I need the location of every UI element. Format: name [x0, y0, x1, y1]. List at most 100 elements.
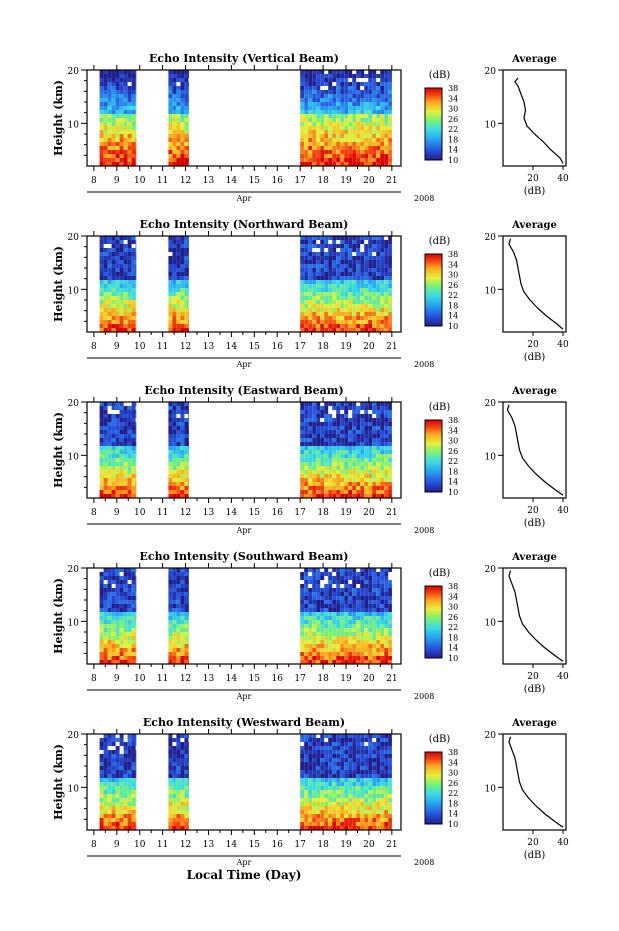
heatmap-cell: [384, 474, 389, 478]
heatmap-cell: [356, 798, 361, 802]
heatmap-cell: [184, 826, 189, 830]
x-tick-label: 9: [114, 342, 120, 352]
x-tick-label: 14: [226, 176, 238, 186]
heatmap-cell: [340, 106, 345, 110]
heatmap-cell: [368, 248, 373, 252]
heatmap-cell: [328, 798, 333, 802]
heatmap-cell: [340, 414, 345, 418]
colorbar-tick-label: 34: [448, 426, 458, 435]
heatmap-cell: [376, 292, 381, 296]
heatmap-cell: [135, 490, 137, 494]
heatmap-cell: [328, 312, 333, 316]
heatmap-cell: [348, 636, 353, 640]
heatmap-cell: [336, 600, 341, 604]
heatmap-cell: [184, 312, 189, 316]
heatmap-cell: [127, 620, 132, 624]
heatmap-cell: [119, 470, 124, 474]
heatmap-cell: [123, 280, 128, 284]
heatmap-cell: [172, 142, 177, 146]
heatmap-cell: [115, 612, 120, 616]
heatmap-cell: [348, 798, 353, 802]
heatmap-cell: [372, 284, 377, 288]
heatmap-cell: [131, 260, 136, 264]
heatmap-cell: [176, 826, 181, 830]
heatmap-cell: [172, 652, 177, 656]
heatmap-cell: [188, 94, 189, 98]
heatmap-cell: [372, 422, 377, 426]
heatmap-cell: [332, 612, 337, 616]
heatmap-cell: [332, 244, 337, 248]
heatmap-cell: [111, 754, 116, 758]
heatmap-cell: [184, 790, 189, 794]
heatmap-cell: [384, 466, 389, 470]
heatmap-cell: [356, 580, 361, 584]
heatmap-cell: [312, 252, 317, 256]
heatmap-cell: [316, 482, 321, 486]
heatmap-cell: [328, 304, 333, 308]
heatmap-cell: [103, 252, 108, 256]
heatmap-cell: [352, 624, 357, 628]
heatmap-cell: [103, 320, 108, 324]
heatmap-cell: [372, 146, 377, 150]
heatmap-cell: [123, 414, 128, 418]
heatmap-cell: [111, 328, 116, 332]
heatmap-cell: [368, 446, 373, 450]
heatmap-cell: [188, 316, 189, 320]
heatmap-cell: [364, 154, 369, 158]
heatmap-cell: [188, 272, 189, 276]
heatmap-cell: [344, 312, 349, 316]
heatmap-cell: [135, 272, 137, 276]
heatmap-cell: [336, 150, 341, 154]
heatmap-cell: [344, 644, 349, 648]
heatmap-cell: [304, 494, 309, 498]
heatmap-cell: [328, 572, 333, 576]
heatmap-cell: [111, 822, 116, 826]
heatmap-cell: [328, 260, 333, 264]
x-tick-label: 14: [226, 674, 238, 684]
heatmap-cell: [131, 790, 136, 794]
heatmap-cell: [111, 628, 116, 632]
heatmap-cell: [376, 746, 381, 750]
heatmap-cell: [340, 738, 345, 742]
heatmap-cell: [324, 470, 329, 474]
heatmap-cell: [352, 648, 357, 652]
heatmap-cell: [304, 328, 309, 332]
heatmap-cell: [184, 470, 189, 474]
heatmap-cell: [336, 426, 341, 430]
heatmap-cell: [176, 600, 181, 604]
heatmap-cell: [103, 826, 108, 830]
heatmap-cell: [176, 648, 181, 652]
heatmap-cell: [336, 628, 341, 632]
heatmap-cell: [352, 244, 357, 248]
heatmap-cell: [348, 406, 353, 410]
heatmap-cell: [348, 308, 353, 312]
heatmap-cell: [324, 268, 329, 272]
heatmap-cell: [176, 312, 181, 316]
heatmap-cell: [111, 580, 116, 584]
heatmap-cell: [180, 114, 185, 118]
heatmap-cell: [103, 122, 108, 126]
heatmap-cell: [388, 822, 392, 826]
heatmap-cell: [115, 74, 120, 78]
heatmap-cell: [364, 272, 369, 276]
heatmap-cell: [107, 810, 112, 814]
heatmap-cell: [172, 624, 177, 628]
heatmap-cell: [300, 782, 305, 786]
heatmap-cell: [103, 276, 108, 280]
heatmap-cell: [328, 138, 333, 142]
heatmap-cell: [368, 146, 373, 150]
heatmap-cell: [180, 774, 185, 778]
heatmap-cell: [352, 98, 357, 102]
heatmap-cell: [308, 276, 313, 280]
heatmap-cell: [376, 442, 381, 446]
heatmap-cell: [119, 236, 124, 240]
heatmap-cell: [176, 328, 181, 332]
heatmap-cell: [308, 608, 313, 612]
heatmap-cell: [336, 474, 341, 478]
heatmap-cell: [131, 802, 136, 806]
heatmap-cell: [127, 822, 132, 826]
heatmap-cell: [308, 406, 313, 410]
heatmap-cell: [172, 806, 177, 810]
heatmap-cell: [304, 600, 309, 604]
heatmap-cell: [328, 316, 333, 320]
